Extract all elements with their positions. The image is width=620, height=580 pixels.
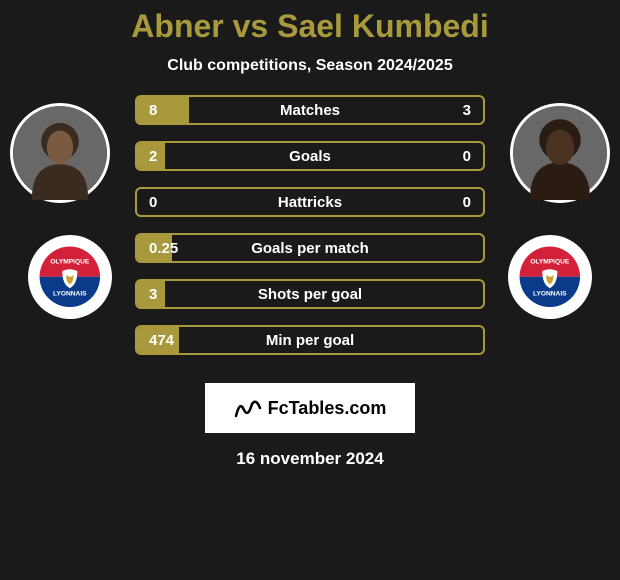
stat-value-right: 0 [463, 148, 471, 165]
stat-row: 8Matches3 [135, 95, 485, 125]
stat-label: Min per goal [137, 332, 483, 349]
avatar-placeholder-icon [513, 106, 607, 200]
stat-label: Goals per match [137, 240, 483, 257]
brand-squiggle-icon [234, 396, 262, 420]
stat-row: 0.25Goals per match [135, 233, 485, 263]
club-crest-icon: OLYMPIQUE LYONNAIS [512, 239, 588, 315]
svg-text:OLYMPIQUE: OLYMPIQUE [530, 259, 570, 266]
club-badge-left: OLYMPIQUE LYONNAIS [28, 235, 112, 319]
stat-row: 0Hattricks0 [135, 187, 485, 217]
stat-value-right: 0 [463, 194, 471, 211]
club-badge-right: OLYMPIQUE LYONNAIS [508, 235, 592, 319]
brand-logo-box: FcTables.com [205, 383, 415, 433]
svg-text:LYONNAIS: LYONNAIS [533, 291, 567, 298]
stat-row: 2Goals0 [135, 141, 485, 171]
player-avatar-right [510, 103, 610, 203]
stat-label: Goals [137, 148, 483, 165]
page-title: Abner vs Sael Kumbedi [0, 0, 620, 45]
stat-value-right: 3 [463, 102, 471, 119]
stat-row: 3Shots per goal [135, 279, 485, 309]
stat-label: Hattricks [137, 194, 483, 211]
subtitle: Club competitions, Season 2024/2025 [0, 57, 620, 75]
stat-rows-container: 8Matches32Goals00Hattricks00.25Goals per… [135, 95, 485, 371]
stat-label: Matches [137, 102, 483, 119]
stat-label: Shots per goal [137, 286, 483, 303]
svg-text:LYONNAIS: LYONNAIS [53, 291, 87, 298]
stat-row: 474Min per goal [135, 325, 485, 355]
comparison-area: OLYMPIQUE LYONNAIS OLYMPIQUE LYONNAIS 8M… [0, 95, 620, 365]
club-crest-icon: OLYMPIQUE LYONNAIS [32, 239, 108, 315]
player-avatar-left [10, 103, 110, 203]
brand-logo-text: FcTables.com [268, 398, 387, 419]
avatar-placeholder-icon [13, 106, 107, 200]
date-line: 16 november 2024 [0, 449, 620, 469]
svg-text:OLYMPIQUE: OLYMPIQUE [50, 259, 90, 266]
